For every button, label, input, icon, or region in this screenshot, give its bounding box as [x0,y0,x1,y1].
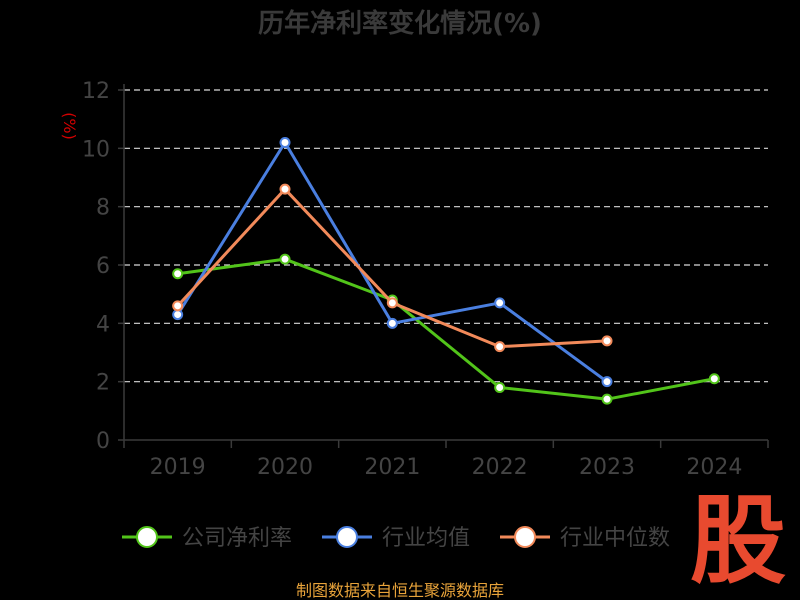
x-tick-label: 2024 [686,455,742,480]
data-point [172,300,184,312]
x-tick-label: 2019 [150,455,206,480]
data-point [494,341,506,353]
y-tick-label: 4 [96,312,110,337]
y-axis-unit: (%) [60,112,79,140]
y-tick-label: 8 [96,196,110,221]
series-1 [172,137,613,388]
y-tick-label: 2 [96,371,110,396]
legend: 公司净利率 行业均值 行业中位数 [122,526,670,551]
data-point [601,376,613,388]
brand-logo: 股 [690,485,786,597]
series [172,137,720,405]
data-point [494,382,506,393]
data-point [172,309,184,321]
legend-item: 行业中位数 [500,526,670,551]
y-tick-label: 10 [82,137,110,162]
y-tick-labels: 0 2 4 6 8 10 12 [82,79,110,454]
data-point [708,373,720,385]
x-tick-label: 2022 [472,455,528,480]
y-tick-label: 6 [96,254,110,279]
y-tick-label: 0 [96,429,110,454]
legend-swatch-marker [336,526,358,548]
data-point [601,393,613,405]
data-point [279,253,291,265]
grid [124,89,768,383]
x-tick-label: 2020 [257,455,313,480]
legend-swatch-marker [514,526,536,548]
chart-title: 历年净利率变化情况(%) [258,8,542,39]
series-2 [172,183,613,353]
data-point [386,297,398,309]
data-point [601,335,613,347]
legend-item: 公司净利率 [122,526,292,551]
legend-item: 行业均值 [322,526,470,551]
data-point [172,268,184,280]
legend-label: 行业均值 [382,526,470,551]
legend-label: 行业中位数 [560,526,670,551]
data-source: 制图数据来自恒生聚源数据库 [296,581,504,600]
data-point [494,297,506,309]
data-point [279,183,291,195]
x-tick-labels: 2019 2020 2021 2022 2023 2024 [150,455,743,480]
series-line [177,257,715,401]
legend-swatch-marker [136,526,158,548]
x-tick-label: 2021 [364,455,420,480]
data-point [386,317,398,329]
legend-label: 公司净利率 [182,526,292,551]
axes [118,84,769,448]
data-point [279,137,291,148]
x-tick-label: 2023 [579,455,635,480]
y-tick-label: 12 [82,79,110,104]
